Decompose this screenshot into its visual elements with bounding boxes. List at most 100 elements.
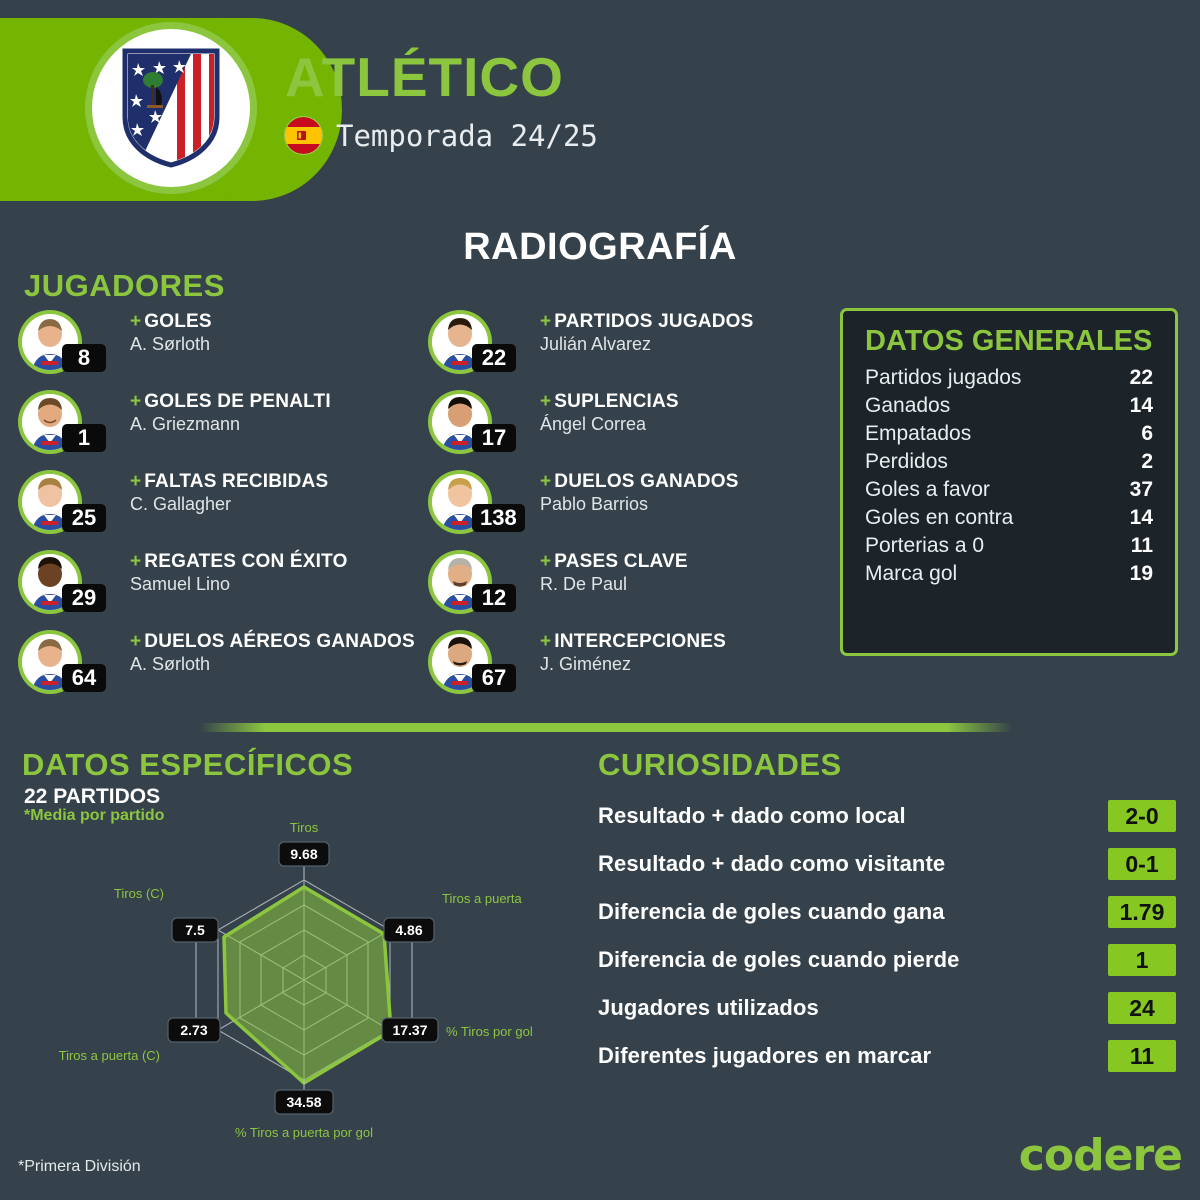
avatar: 17 xyxy=(428,390,516,454)
general-data-label: Porterias a 0 xyxy=(865,534,985,557)
stat-value-badge: 138 xyxy=(472,504,525,532)
avatar: 12 xyxy=(428,550,516,614)
stat-label: PASES CLAVE xyxy=(554,551,688,572)
general-data-value: 37 xyxy=(1129,478,1153,501)
stat-label: PARTIDOS JUGADOS xyxy=(554,311,754,332)
stat-label: DUELOS AÉREOS GANADOS xyxy=(144,631,415,652)
curiosity-value: 2-0 xyxy=(1108,800,1176,832)
radar-chart: 9.68 4.86 17.37 34.58 2.73 7.5 xyxy=(0,810,580,1160)
plus-icon: + xyxy=(130,391,142,412)
players-column-left: 8 + GOLES A. Sørloth 1 + GOLES DE PENALTI … xyxy=(18,308,418,708)
radar-axis-label: Tiros a puerta xyxy=(442,891,522,906)
general-data-value: 22 xyxy=(1129,366,1153,389)
general-data-value: 19 xyxy=(1129,562,1153,585)
curiosity-row: Jugadores utilizados 24 xyxy=(598,984,1176,1032)
player-name: Pablo Barrios xyxy=(540,493,649,514)
radar-axis-label: Tiros xyxy=(290,820,319,835)
radar-value-label: 9.68 xyxy=(290,846,317,862)
player-name: Ángel Correa xyxy=(540,413,647,434)
specific-data-note: *Media por partido xyxy=(24,807,165,824)
radar-value-label: 34.58 xyxy=(286,1094,321,1110)
curiosity-label: Resultado + dado como visitante xyxy=(598,851,946,876)
general-data-row: Goles a favor 37 xyxy=(865,476,1153,504)
general-data-label: Perdidos xyxy=(865,450,948,473)
radar-axis-label: Tiros a puerta (C) xyxy=(59,1048,160,1063)
plus-icon: + xyxy=(540,551,552,572)
curiosity-value: 1 xyxy=(1108,944,1176,976)
stat-value-badge: 17 xyxy=(472,424,516,452)
general-data-row: Ganados 14 xyxy=(865,392,1153,420)
player-stat-row: 12 + PASES CLAVE R. De Paul xyxy=(428,548,828,628)
curiosity-row: Diferencia de goles cuando pierde 1 xyxy=(598,936,1176,984)
player-name: Julián Alvarez xyxy=(540,333,652,354)
radar-value-badge: 4.86 xyxy=(383,917,435,943)
header-text-block: ATLÉTICO Temporada 24/25 xyxy=(285,50,598,154)
curiosity-label: Diferencia de goles cuando gana xyxy=(598,899,945,924)
players-section-title: JUGADORES xyxy=(24,268,225,303)
general-data-value: 2 xyxy=(1141,450,1153,473)
curiosity-value: 24 xyxy=(1108,992,1176,1024)
stat-value-badge: 8 xyxy=(62,344,106,372)
avatar: 22 xyxy=(428,310,516,374)
player-stat-row: 1 + GOLES DE PENALTI A. Griezmann xyxy=(18,388,418,468)
radar-axis-label: % Tiros por gol xyxy=(446,1024,533,1039)
stat-label: FALTAS RECIBIDAS xyxy=(144,471,329,492)
general-data-value: 6 xyxy=(1141,422,1153,445)
player-name: A. Sørloth xyxy=(130,333,211,354)
specific-data-title: DATOS ESPECÍFICOS xyxy=(22,747,354,782)
plus-icon: + xyxy=(130,471,142,492)
curiosity-row: Resultado + dado como local 2-0 xyxy=(598,792,1176,840)
player-name: C. Gallagher xyxy=(130,493,232,514)
stat-value-badge: 22 xyxy=(472,344,516,372)
general-data-row: Partidos jugados 22 xyxy=(865,364,1153,392)
player-stat-row: 64 + DUELOS AÉREOS GANADOS A. Sørloth xyxy=(18,628,418,708)
plus-icon: + xyxy=(540,471,552,492)
stat-value-badge: 64 xyxy=(62,664,106,692)
plus-icon: + xyxy=(130,631,142,652)
avatar: 138 xyxy=(428,470,525,534)
stat-label: REGATES CON ÉXITO xyxy=(144,551,348,572)
stat-value-badge: 67 xyxy=(472,664,516,692)
general-data-label: Goles a favor xyxy=(865,478,990,501)
stat-value-badge: 29 xyxy=(62,584,106,612)
atletico-crest-icon xyxy=(85,22,257,194)
general-data-label: Marca gol xyxy=(865,562,958,585)
codere-logo: codere xyxy=(1018,1130,1183,1181)
stat-value-badge: 12 xyxy=(472,584,516,612)
avatar: 67 xyxy=(428,630,516,694)
radar-axis-label: Tiros (C) xyxy=(114,886,164,901)
radar-value-label: 7.5 xyxy=(185,922,205,938)
player-name: Samuel Lino xyxy=(130,573,231,594)
avatar: 29 xyxy=(18,550,106,614)
plus-icon: + xyxy=(540,391,552,412)
player-stat-row: 29 + REGATES CON ÉXITO Samuel Lino xyxy=(18,548,418,628)
avatar: 25 xyxy=(18,470,106,534)
avatar: 1 xyxy=(18,390,106,454)
curiosity-label: Resultado + dado como local xyxy=(598,803,906,828)
radar-value-badge: 9.68 xyxy=(278,841,330,867)
player-stat-row: 138 + DUELOS GANADOS Pablo Barrios xyxy=(428,468,828,548)
radar-value-badge: 7.5 xyxy=(171,917,219,943)
curiosity-row: Diferencia de goles cuando gana 1.79 xyxy=(598,888,1176,936)
spain-flag-icon xyxy=(285,117,322,154)
specific-data-subtitle: 22 PARTIDOS xyxy=(24,785,161,808)
general-data-row: Empatados 6 xyxy=(865,420,1153,448)
radar-axis-labels: Tiros Tiros a puerta % Tiros por gol % T… xyxy=(59,820,533,1140)
general-data-value: 14 xyxy=(1129,394,1153,417)
stat-label: GOLES DE PENALTI xyxy=(144,391,331,412)
general-data-row: Marca gol 19 xyxy=(865,560,1153,588)
general-data-label: Empatados xyxy=(865,422,972,445)
stat-label: GOLES xyxy=(144,311,212,332)
curiosity-row: Resultado + dado como visitante 0-1 xyxy=(598,840,1176,888)
general-data-title: DATOS GENERALES xyxy=(865,325,1153,357)
plus-icon: + xyxy=(540,631,552,652)
curiosity-label: Jugadores utilizados xyxy=(598,995,819,1020)
radar-value-label: 4.86 xyxy=(395,922,422,938)
radar-axis-label: % Tiros a puerta por gol xyxy=(235,1125,373,1140)
players-column-right: 22 + PARTIDOS JUGADOS Julián Alvarez 17 +… xyxy=(428,308,828,708)
curiosity-value: 1.79 xyxy=(1108,896,1176,928)
curiosity-label: Diferentes jugadores en marcar xyxy=(598,1043,932,1068)
player-name: J. Giménez xyxy=(540,653,632,674)
stat-label: DUELOS GANADOS xyxy=(554,471,739,492)
stat-label: SUPLENCIAS xyxy=(554,391,679,412)
